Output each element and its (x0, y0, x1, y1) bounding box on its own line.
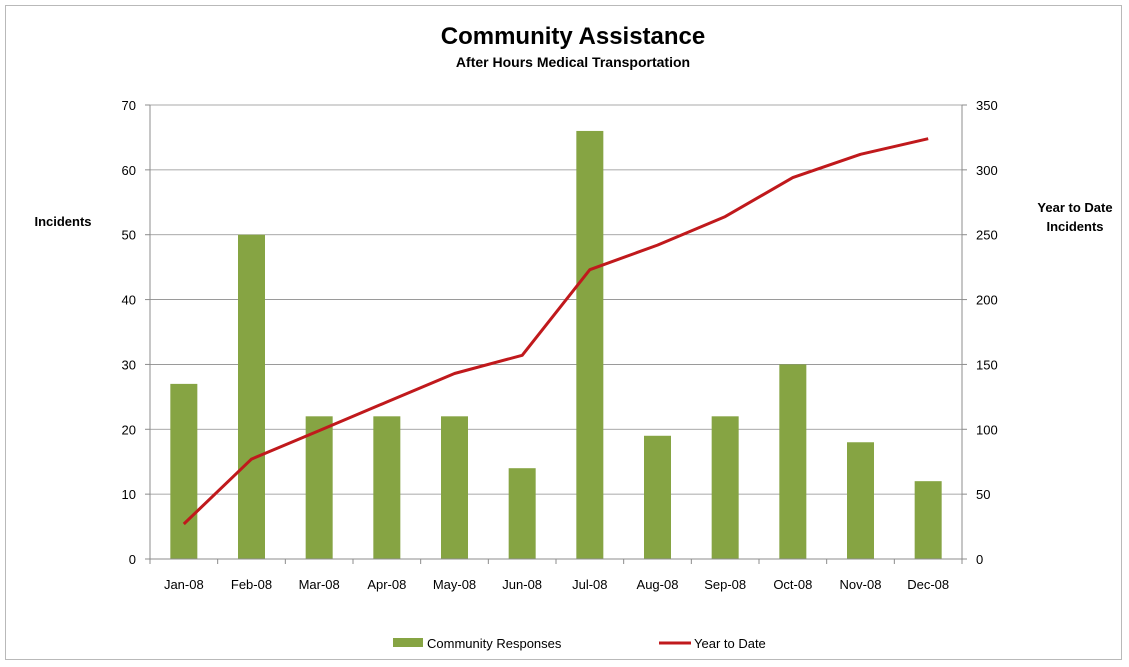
chart-title: Community Assistance (441, 23, 706, 50)
bar-apr-08 (373, 416, 401, 559)
bar-jan-08 (170, 383, 198, 559)
x-tick-label: Nov-08 (840, 577, 882, 592)
bar-jun-08 (508, 468, 536, 559)
ytd-line (182, 137, 929, 526)
x-tick-label: May-08 (433, 577, 476, 592)
bar-aug-08 (644, 435, 671, 559)
bar-oct-08 (779, 364, 807, 559)
x-tick-label: Jul-08 (572, 577, 607, 592)
chart-frame (5, 5, 1122, 660)
bar-sep-08 (711, 416, 739, 559)
legend-label-year-to-date: Year to Date (694, 636, 766, 651)
y2-tick-label: 250 (976, 228, 998, 243)
bar-feb-08 (238, 234, 265, 559)
bars (170, 130, 942, 559)
y2-tick-label: 350 (976, 98, 998, 113)
line-series (182, 137, 929, 526)
y-tick-label: 10 (122, 487, 136, 502)
x-tick-label: Mar-08 (299, 577, 340, 592)
y-tick-label: 0 (129, 552, 136, 567)
x-tick-label: Jun-08 (502, 577, 542, 592)
bar-may-08 (441, 416, 468, 559)
y-tick-label: 40 (122, 293, 136, 308)
bar-mar-08 (305, 416, 333, 559)
y-tick-label: 20 (122, 422, 136, 437)
y-tick-label: 50 (122, 228, 136, 243)
y2-tick-label: 300 (976, 163, 998, 178)
x-tick-label: Oct-08 (773, 577, 812, 592)
x-tick-label: Aug-08 (637, 577, 679, 592)
y-axis-title: Incidents (34, 214, 91, 229)
y2-tick-label: 150 (976, 357, 998, 372)
x-tick-label: Apr-08 (367, 577, 406, 592)
bar-dec-08 (914, 481, 942, 559)
legend-swatch-community-responses (393, 638, 423, 647)
x-tick-label: Jan-08 (164, 577, 204, 592)
x-tick-label: Sep-08 (704, 577, 746, 592)
bar-jul-08 (576, 130, 604, 559)
x-tick-label: Feb-08 (231, 577, 272, 592)
legend: Community Responses Year to Date (393, 636, 766, 651)
y2-axis-title-line2: Incidents (1046, 219, 1103, 234)
y2-tick-label: 50 (976, 487, 990, 502)
x-tick-label: Dec-08 (907, 577, 949, 592)
y2-tick-label: 200 (976, 293, 998, 308)
y-tick-label: 30 (122, 357, 136, 372)
y2-tick-label: 0 (976, 552, 983, 567)
legend-label-community-responses: Community Responses (427, 636, 562, 651)
chart-subtitle: After Hours Medical Transportation (456, 54, 690, 70)
axes: 0 10 20 30 40 50 60 70 0 50 100 150 200 250 300 350 Jan-… (122, 98, 998, 592)
y2-tick-label: 100 (976, 422, 998, 437)
gridlines (150, 104, 962, 495)
y2-axis-title-line1: Year to Date (1037, 200, 1112, 215)
bar-nov-08 (847, 442, 874, 559)
y-tick-label: 70 (122, 98, 136, 113)
y-tick-label: 60 (122, 163, 136, 178)
